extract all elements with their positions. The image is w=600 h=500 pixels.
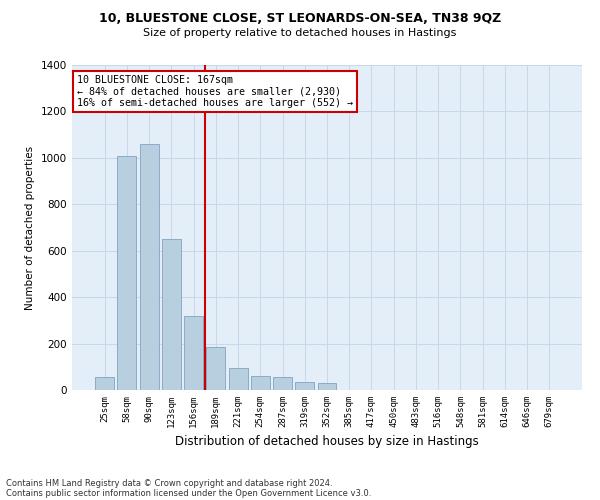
- Bar: [95, 377, 114, 390]
- Bar: [206, 347, 225, 390]
- Bar: [140, 144, 158, 390]
- Bar: [229, 368, 248, 390]
- Bar: [251, 376, 270, 390]
- Text: Contains public sector information licensed under the Open Government Licence v3: Contains public sector information licen…: [6, 488, 371, 498]
- X-axis label: Distribution of detached houses by size in Hastings: Distribution of detached houses by size …: [175, 436, 479, 448]
- Y-axis label: Number of detached properties: Number of detached properties: [25, 146, 35, 310]
- Bar: [184, 316, 203, 390]
- Bar: [118, 156, 136, 390]
- Bar: [162, 239, 181, 390]
- Text: Contains HM Land Registry data © Crown copyright and database right 2024.: Contains HM Land Registry data © Crown c…: [6, 478, 332, 488]
- Text: Size of property relative to detached houses in Hastings: Size of property relative to detached ho…: [143, 28, 457, 38]
- Text: 10, BLUESTONE CLOSE, ST LEONARDS-ON-SEA, TN38 9QZ: 10, BLUESTONE CLOSE, ST LEONARDS-ON-SEA,…: [99, 12, 501, 26]
- Bar: [295, 382, 314, 390]
- Bar: [273, 377, 292, 390]
- Text: 10 BLUESTONE CLOSE: 167sqm
← 84% of detached houses are smaller (2,930)
16% of s: 10 BLUESTONE CLOSE: 167sqm ← 84% of deta…: [77, 74, 353, 108]
- Bar: [317, 383, 337, 390]
